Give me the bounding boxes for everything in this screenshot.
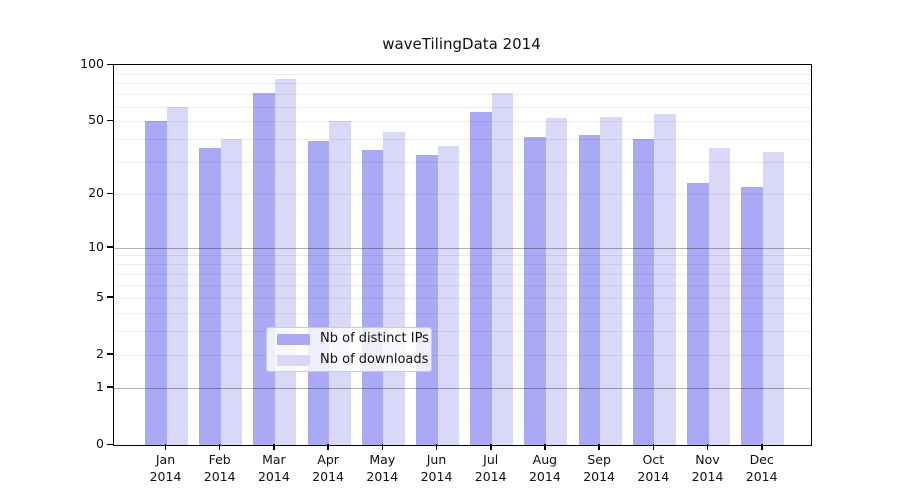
x-tick-label-dec: Dec 2014 [745,452,778,484]
chart-title: waveTilingData 2014 [382,35,541,53]
x-tick-oct [652,444,654,450]
bar-distinct-ips-jul [470,112,492,445]
y-tick-label-20: 20 [88,185,104,201]
gridline-major-10 [114,247,811,249]
bar-downloads-mar [274,79,297,445]
y-tick-label-50: 50 [88,112,104,128]
bar-downloads-oct [654,113,676,445]
x-tick-label-nov: Nov 2014 [691,452,724,484]
y-tick-label-100: 100 [80,56,104,71]
y-tick-1 [107,386,113,388]
y-tick-5 [107,296,113,298]
gridline-minor-50 [114,121,811,123]
bar-distinct-ips-sep [578,135,601,445]
bar-downloads-nov [708,147,730,445]
gridline-minor-30 [114,162,811,164]
x-tick-aug [544,444,546,450]
legend-swatch-distinct-ips [277,333,310,345]
y-tick-2 [107,353,113,355]
gridline-minor-5 [114,297,811,299]
x-tick-jul [490,444,492,450]
y-tick-label-10: 10 [88,238,104,254]
bar-downloads-dec [762,152,785,445]
x-tick-jun [435,444,438,450]
gridline-minor-2 [114,354,811,356]
gridline-minor-90 [114,73,811,75]
x-tick-label-oct: Oct 2014 [637,452,670,484]
legend-row-downloads: Nb of downloads [277,351,428,369]
x-tick-feb [218,444,221,450]
gridline-minor-70 [114,94,811,95]
x-tick-label-apr: Apr 2014 [312,452,344,484]
x-tick-may [381,444,384,450]
x-tick-dec [761,444,763,450]
gridline-major-1 [114,387,811,389]
bar-downloads-jun [437,145,459,445]
gridline-minor-40 [114,139,811,141]
legend-row-distinct-ips: Nb of distinct IPs [277,330,429,348]
x-tick-label-sep: Sep 2014 [583,452,615,484]
y-tick-label-2: 2 [96,345,104,361]
legend: Nb of distinct IPs Nb of downloads [266,327,432,372]
gridline-minor-9 [114,255,811,257]
gridline-minor-7 [114,273,811,275]
x-tick-nov [706,444,709,450]
bar-downloads-jan [166,106,188,445]
bar-distinct-ips-nov [687,183,709,445]
y-tick-label-1: 1 [96,378,104,394]
x-tick-apr [327,444,329,450]
bar-distinct-ips-apr [307,141,330,445]
x-tick-label-jun: Jun 2014 [420,452,453,484]
bar-distinct-ips-jun [416,154,438,445]
y-tick-label-5: 5 [96,288,104,304]
bar-distinct-ips-oct [632,139,655,445]
bar-distinct-ips-aug [524,137,546,445]
x-tick-label-may: May 2014 [366,452,399,484]
gridline-minor-60 [114,106,811,108]
y-tick-50 [107,119,113,122]
legend-label-downloads: Nb of downloads [320,352,429,367]
bar-distinct-ips-dec [741,186,763,445]
legend-swatch-downloads [277,354,310,366]
x-tick-label-aug: Aug 2014 [528,452,561,484]
bar-downloads-may [383,131,405,445]
gridline-minor-8 [114,264,811,266]
x-tick-label-jan: Jan 2014 [149,452,182,484]
x-tick-label-jul: Jul 2014 [474,452,507,484]
bar-distinct-ips-jan [145,121,167,445]
bar-downloads-sep [600,116,622,445]
bar-downloads-feb [220,139,243,445]
gridline-minor-6 [114,284,811,286]
y-tick-10 [107,246,113,248]
legend-label-distinct-ips: Nb of distinct IPs [320,331,429,346]
y-tick-20 [107,192,113,195]
bar-downloads-apr [329,121,351,445]
y-tick-100 [107,63,113,65]
y-tick-0 [107,443,113,445]
x-tick-sep [598,444,600,450]
gridline-minor-4 [114,312,811,314]
x-tick-jan [164,444,167,450]
bar-downloads-jul [491,92,514,445]
gridline-minor-20 [114,194,811,196]
gridline-minor-80 [114,83,811,85]
x-tick-label-feb: Feb 2014 [203,452,236,484]
bar-distinct-ips-feb [199,147,221,445]
bar-downloads-aug [545,118,568,445]
y-tick-label-0: 0 [96,436,104,451]
x-tick-mar [273,444,275,450]
gridline-minor-3 [114,330,811,332]
bar-distinct-ips-mar [253,92,275,445]
x-tick-label-mar: Mar 2014 [257,452,290,484]
plot-area [113,64,812,446]
